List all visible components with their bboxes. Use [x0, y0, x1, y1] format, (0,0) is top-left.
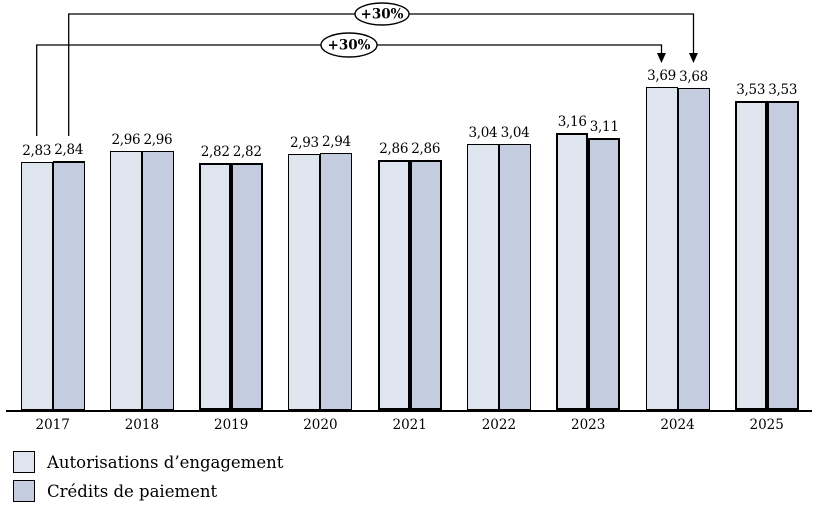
x-tick-label-2025: 2025	[749, 417, 784, 433]
value-label-ae-2023: 3,16	[557, 114, 587, 130]
legend-label-ae: Autorisations d’engagement	[47, 452, 284, 472]
x-tick-label-2020: 2020	[303, 417, 338, 433]
value-label-cp-2025: 3,53	[768, 82, 798, 98]
annotation-label-ae: +30%	[328, 38, 371, 54]
bar-cp-2018	[141, 151, 174, 410]
value-label-ae-2025: 3,53	[736, 82, 766, 98]
legend-swatch-ae-icon	[13, 451, 35, 473]
bar-cp-2022	[498, 144, 531, 410]
legend: Autorisations d’engagement Crédits de pa…	[13, 451, 283, 509]
bar-ae-2025	[734, 101, 767, 410]
bar-cp-2021	[409, 160, 442, 410]
bar-ae-2023	[556, 133, 589, 410]
value-label-cp-2018: 2,96	[143, 132, 173, 148]
bar-ae-2021	[377, 160, 410, 410]
value-label-cp-2019: 2,82	[232, 144, 262, 160]
annotation-connector-cp	[68, 13, 695, 136]
bar-cp-2025	[766, 101, 799, 410]
bar-cp-2019	[231, 163, 264, 410]
legend-swatch-cp-icon	[13, 480, 35, 502]
bar-ae-2019	[199, 163, 232, 410]
value-label-ae-2018: 2,96	[111, 132, 141, 148]
annotation-ellipse-ae	[320, 32, 378, 58]
value-label-ae-2022: 3,04	[468, 125, 498, 141]
legend-label-cp: Crédits de paiement	[47, 481, 218, 501]
value-label-ae-2024: 3,69	[647, 68, 676, 84]
x-tick-label-2023: 2023	[571, 417, 606, 433]
annotation-label-cp: +30%	[361, 7, 404, 23]
bar-ae-2020	[288, 154, 321, 410]
annotation-ellipse-cp	[354, 2, 410, 26]
value-label-cp-2022: 3,04	[500, 125, 530, 141]
value-label-ae-2019: 2,82	[200, 144, 230, 160]
value-label-cp-2021: 2,86	[411, 141, 441, 157]
x-tick-label-2022: 2022	[481, 417, 517, 433]
legend-item-ae: Autorisations d’engagement	[13, 451, 283, 473]
x-tick-label-2021: 2021	[392, 417, 427, 433]
value-label-cp-2023: 3,11	[589, 119, 619, 135]
value-label-cp-2017: 2,84	[54, 142, 84, 158]
x-tick-label-2019: 2019	[214, 417, 249, 433]
arrowhead-icon	[656, 53, 666, 63]
value-label-ae-2021: 2,86	[379, 141, 409, 157]
value-label-ae-2017: 2,83	[22, 143, 52, 159]
bar-ae-2018	[109, 151, 142, 410]
arrowhead-icon	[688, 53, 698, 63]
bar-cp-2023	[588, 138, 621, 410]
value-label-cp-2020: 2,94	[321, 134, 351, 150]
bar-cp-2017	[52, 161, 85, 410]
x-axis-line	[6, 410, 812, 412]
bar-ae-2022	[466, 144, 499, 410]
legend-item-cp: Crédits de paiement	[13, 480, 283, 502]
x-tick-label-2024: 2024	[660, 417, 695, 433]
bar-cp-2024	[677, 88, 710, 410]
x-tick-label-2017: 2017	[35, 417, 70, 433]
value-label-cp-2024: 3,68	[679, 69, 708, 85]
value-label-ae-2020: 2,93	[289, 135, 319, 151]
bar-ae-2017	[20, 162, 53, 410]
bar-cp-2020	[320, 153, 353, 410]
bar-ae-2024	[645, 87, 678, 410]
x-tick-label-2018: 2018	[124, 417, 160, 433]
